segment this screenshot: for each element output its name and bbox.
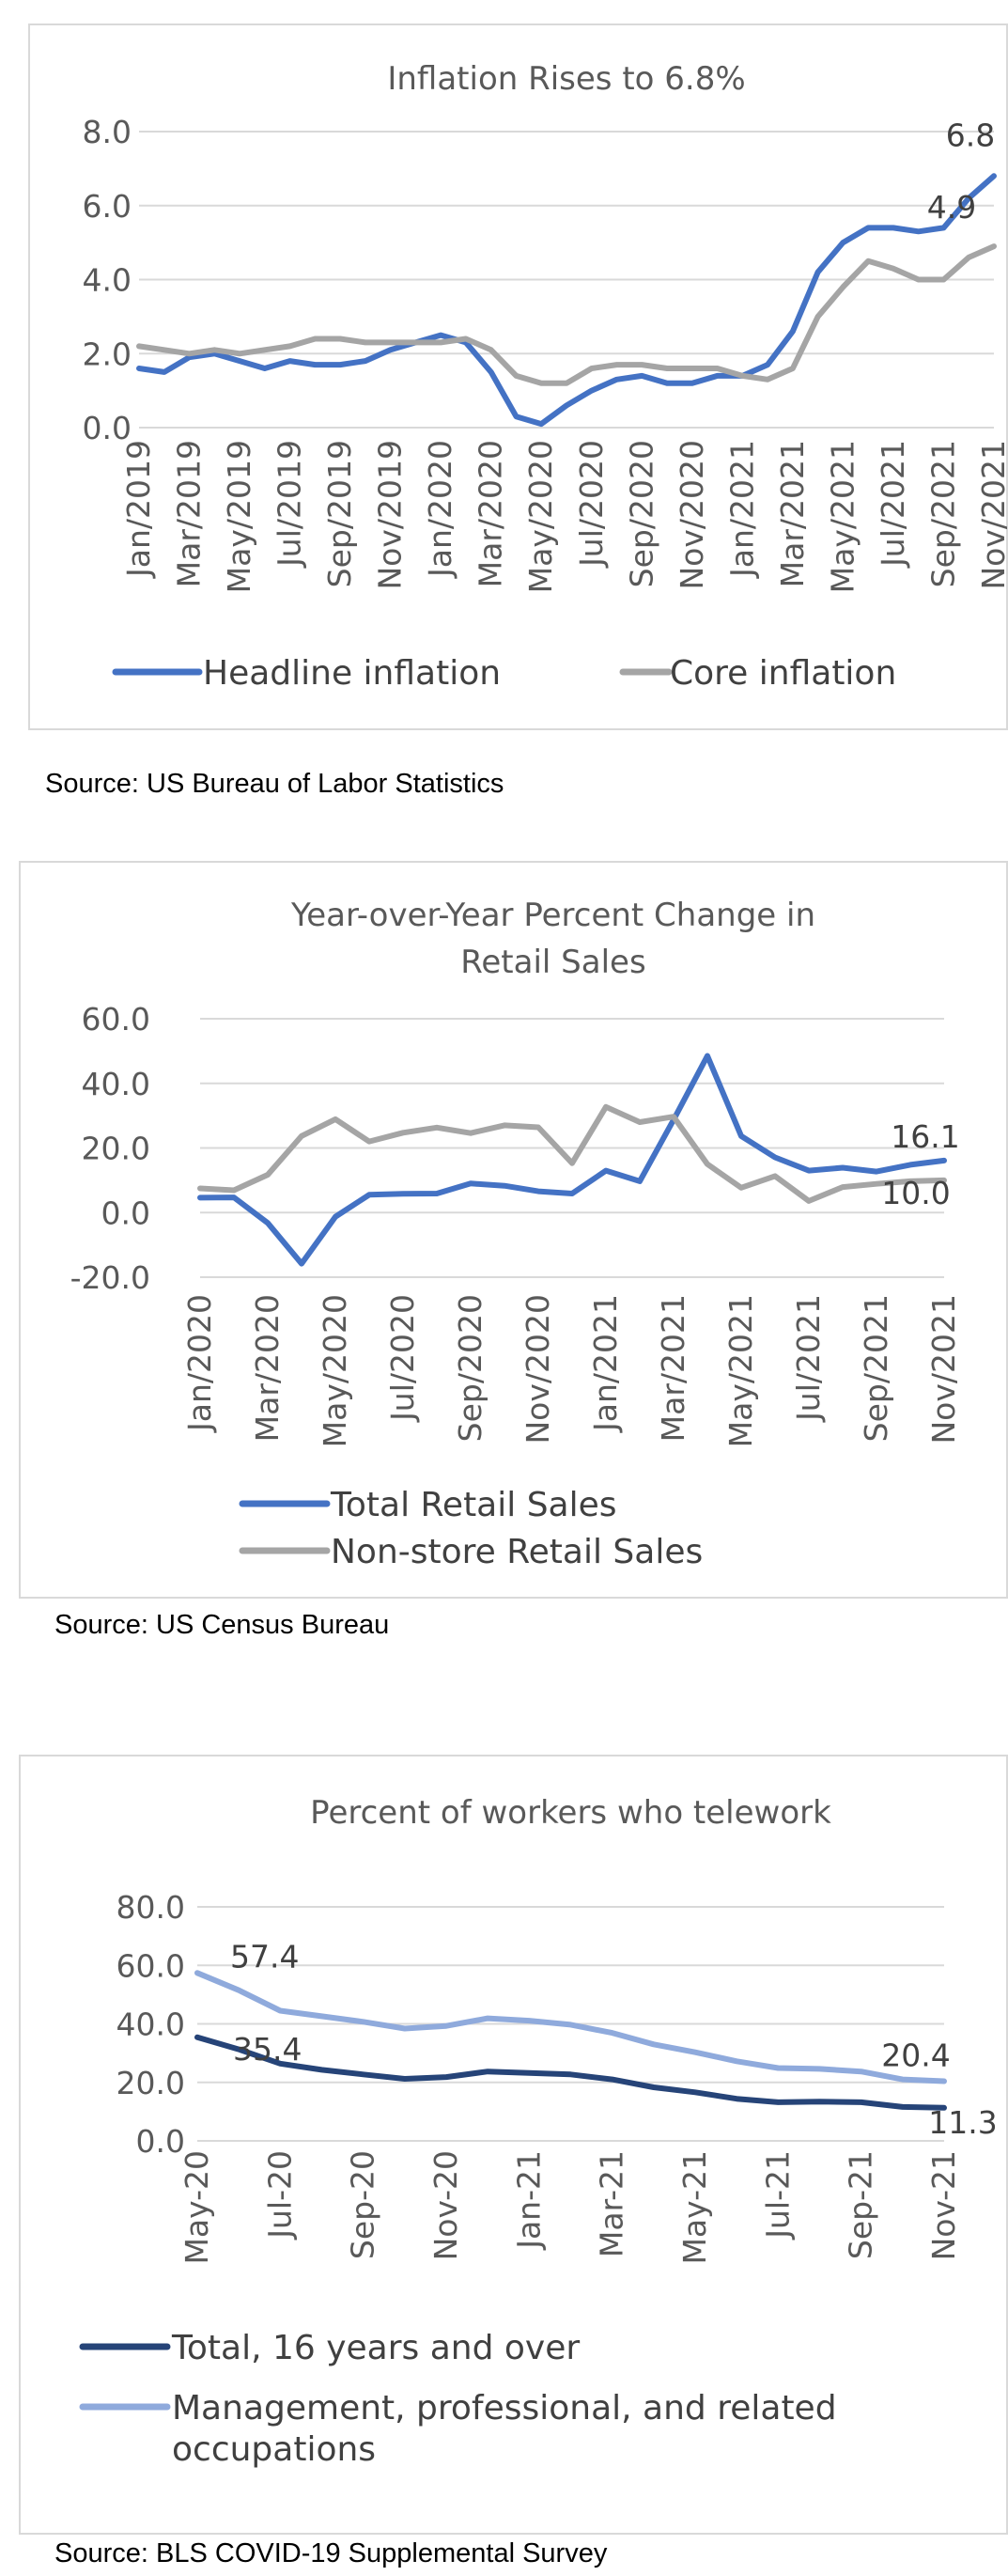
legend-label: Non-store Retail Sales — [331, 1533, 703, 1571]
legend-label: Core inflation — [670, 654, 896, 693]
x-tick-label: Jan-21 — [510, 2150, 547, 2251]
y-tick-label: 0.0 — [136, 2123, 185, 2160]
data-label-end: 11.3 — [928, 2104, 997, 2141]
legend-label: Headline inflation — [203, 654, 501, 693]
x-tick-label: Jan/2021 — [587, 1294, 624, 1433]
x-tick-label: Jan/2020 — [181, 1294, 218, 1433]
legend-label: Total Retail Sales — [330, 1486, 617, 1524]
chart-title: Year-over-Year Percent Change in — [290, 897, 815, 934]
series-line-1 — [194, 2034, 947, 2111]
x-tick-label: Jul/2020 — [384, 1294, 421, 1423]
x-tick-label: Jan/2021 — [723, 440, 760, 579]
y-tick-label: -20.0 — [70, 1259, 150, 1296]
source-telework: Source: BLS COVID-19 Supplemental Survey — [54, 2538, 608, 2568]
x-tick-label: May/2021 — [722, 1294, 759, 1447]
telework-chart-frame — [19, 1755, 1008, 2535]
x-tick-label: Jul/2021 — [875, 440, 911, 569]
x-tick-label: Nov/2021 — [975, 440, 1008, 590]
series-line-2 — [136, 243, 997, 386]
source-inflation: Source: US Bureau of Labor Statistics — [45, 769, 504, 799]
x-tick-label: May-21 — [676, 2150, 713, 2265]
legend-label: Management, professional, and related — [172, 2389, 837, 2428]
x-tick-label: Sep/2021 — [858, 1294, 894, 1442]
x-tick-label: Sep-21 — [843, 2150, 879, 2259]
series-line-2 — [194, 1970, 947, 2084]
x-tick-label: Mar/2020 — [473, 440, 509, 587]
x-tick-label: Jul-20 — [261, 2150, 298, 2240]
x-tick-label: May-20 — [178, 2150, 215, 2265]
x-tick-label: Mar/2019 — [171, 440, 208, 587]
retail-chart-frame — [19, 861, 1008, 1599]
y-tick-label: 0.0 — [101, 1194, 150, 1231]
series-line-2 — [197, 1103, 947, 1204]
y-tick-label: 80.0 — [116, 1889, 185, 1926]
y-tick-label: 60.0 — [82, 1001, 150, 1038]
x-tick-label: Nov/2021 — [925, 1294, 962, 1444]
x-tick-label: Nov-21 — [925, 2150, 962, 2260]
x-tick-label: Nov-20 — [427, 2150, 464, 2260]
y-tick-label: 4.0 — [83, 262, 132, 299]
x-tick-label: Mar-21 — [594, 2150, 630, 2257]
x-tick-label: Sep-20 — [345, 2150, 381, 2259]
legend-label: occupations — [172, 2430, 376, 2469]
chart-title: Retail Sales — [460, 944, 645, 981]
x-tick-label: Sep/2020 — [452, 1294, 488, 1442]
data-label-start: 35.4 — [233, 2031, 302, 2068]
y-tick-label: 2.0 — [83, 336, 132, 372]
series-line-1 — [136, 173, 997, 428]
x-tick-label: Sep/2019 — [321, 440, 358, 587]
x-tick-label: May/2020 — [317, 1294, 353, 1447]
x-tick-label: Jul/2021 — [790, 1294, 827, 1423]
chart-2: Year-over-Year Percent Change in Retail S… — [70, 897, 962, 1571]
chart-1: Inflation Rises to 6.8% 0.0 2.0 4.0 6.0 8.0 Ja… — [83, 60, 1008, 693]
x-tick-label: Nov/2020 — [520, 1294, 556, 1444]
y-tick-label: 40.0 — [82, 1066, 150, 1102]
x-tick-label: Jul/2019 — [271, 440, 308, 569]
y-tick-label: 20.0 — [82, 1131, 150, 1167]
y-tick-label: 60.0 — [116, 1947, 185, 1984]
x-tick-label: May/2019 — [221, 440, 257, 593]
x-tick-label: Nov/2019 — [372, 440, 409, 590]
source-retail: Source: US Census Bureau — [54, 1610, 390, 1640]
x-tick-label: Sep/2021 — [924, 440, 961, 587]
series-line-1 — [197, 1053, 947, 1267]
chart-title: Inflation Rises to 6.8% — [387, 60, 745, 98]
data-label-end: 20.4 — [881, 2037, 950, 2074]
chart-title: Percent of workers who telework — [310, 1794, 831, 1832]
x-tick-label: Mar/2020 — [249, 1294, 286, 1442]
x-tick-label: Nov/2020 — [674, 440, 710, 590]
y-tick-label: 40.0 — [116, 2006, 185, 2043]
x-tick-label: May/2021 — [824, 440, 861, 593]
y-tick-label: 8.0 — [83, 114, 132, 150]
x-tick-label: Jan/2019 — [120, 440, 157, 579]
x-tick-label: Jan/2020 — [422, 440, 458, 579]
y-tick-label: 0.0 — [83, 410, 132, 446]
x-tick-label: Mar/2021 — [774, 440, 811, 587]
y-tick-label: 20.0 — [116, 2065, 185, 2101]
data-label-end: 10.0 — [881, 1175, 950, 1211]
legend-label: Total, 16 years and over — [171, 2329, 580, 2367]
y-tick-label: 6.0 — [83, 188, 132, 225]
data-label-end: 6.8 — [946, 117, 995, 153]
x-tick-label: Jul-21 — [759, 2150, 796, 2240]
data-label-end: 16.1 — [891, 1118, 959, 1155]
x-tick-label: Sep/2020 — [623, 440, 659, 587]
data-label-end: 4.9 — [927, 189, 976, 226]
x-tick-label: Mar/2021 — [655, 1294, 691, 1442]
chart-3: Percent of workers who telework 0.0 20.0 40… — [79, 1794, 998, 2469]
data-label-start: 57.4 — [230, 1938, 299, 1975]
x-tick-label: May/2020 — [522, 440, 559, 593]
x-tick-label: Jul/2020 — [573, 440, 610, 569]
